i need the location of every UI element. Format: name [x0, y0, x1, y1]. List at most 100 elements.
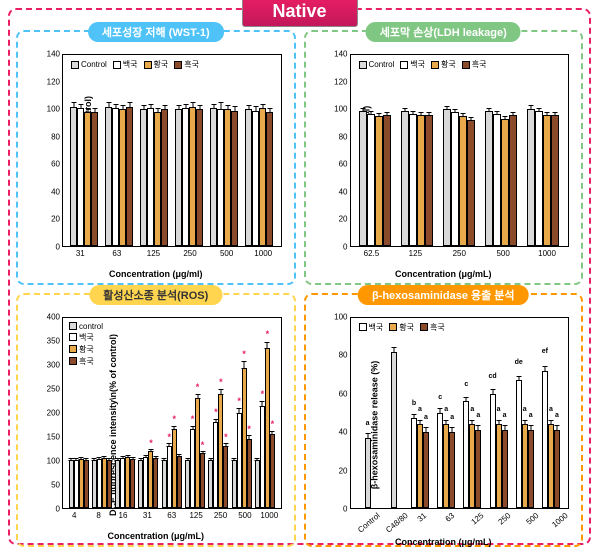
xlabel-wst1: Concentration (μg/ml): [109, 269, 203, 279]
chart-wst1: Cell proliferation (% of control) Concen…: [24, 48, 288, 277]
error-bar: [225, 443, 226, 447]
error-bar: [363, 108, 364, 112]
legend-label: Control: [81, 60, 107, 69]
error-bar: [455, 109, 456, 113]
xtick: 16: [119, 511, 128, 520]
ytick: 0: [330, 505, 348, 514]
xticks-ldh: 62.51252505001000: [350, 249, 570, 263]
error-bar: [109, 458, 110, 461]
error-bar: [234, 458, 235, 461]
legend-swatch: [69, 357, 77, 365]
bar-group: [396, 55, 438, 246]
sig-letter: a: [549, 406, 553, 413]
bar: [130, 459, 135, 508]
ytick: 200: [42, 408, 60, 417]
error-bar: [405, 108, 406, 112]
error-bar: [150, 104, 151, 109]
bar-group: deaa: [512, 318, 538, 509]
error-bar: [192, 102, 193, 107]
legend-item: 황국: [69, 344, 94, 355]
bars-wst1: [63, 55, 281, 246]
error-bar: [413, 414, 414, 420]
legend-swatch: [389, 323, 397, 331]
ytick: 50: [42, 480, 60, 489]
sig-star: *: [266, 329, 270, 339]
error-bar: [531, 105, 532, 110]
error-bar: [164, 458, 165, 461]
legend-label: 백국: [79, 332, 94, 343]
xtick: 250: [214, 511, 227, 520]
error-bar: [140, 458, 141, 461]
bar: [409, 114, 417, 246]
panel-grid: 세포성장 저해 (WST-1) Cell proliferation (% of…: [16, 30, 583, 547]
error-bar: [463, 113, 464, 117]
chart-ldh: LDH release (% of control) Concentration…: [312, 48, 576, 277]
legend-wst1: Control백국황국흑국: [69, 58, 275, 71]
legend-item: 황국: [144, 59, 169, 70]
error-bar: [478, 425, 479, 431]
ytick: 400: [42, 312, 60, 321]
xtick: 62.5: [364, 249, 380, 258]
sig-letter: a: [529, 412, 533, 419]
sig-star: *: [219, 377, 223, 387]
legend-swatch: [462, 61, 470, 69]
bar: a: [554, 430, 560, 508]
sig-letter: ef: [542, 348, 548, 355]
ytick: 0: [42, 242, 60, 251]
legend-label: 황국: [154, 59, 169, 70]
bar: [459, 116, 467, 245]
error-bar: [513, 112, 514, 116]
bars-hex: afbaacaacaacdaadeaaefaa: [351, 318, 569, 509]
error-bar: [185, 104, 186, 109]
error-bar: [94, 458, 95, 461]
xlabel-ros: Concentration (μg/mL): [108, 531, 205, 541]
legend-swatch: [113, 61, 121, 69]
xtick: 1000: [254, 249, 272, 258]
bar: [245, 109, 252, 245]
bar: [224, 109, 231, 245]
xtick: 125: [147, 249, 160, 258]
bar: [105, 107, 112, 246]
panel-title-hex: β-hexosaminidase 용출 분석: [358, 285, 529, 305]
legend-label: 흑국: [184, 59, 199, 70]
error-bar: [179, 454, 180, 457]
error-bar: [215, 419, 216, 424]
ytick: 250: [42, 384, 60, 393]
error-bar: [393, 347, 394, 353]
yticks-ros: 050100150200250300350400: [44, 317, 60, 510]
bar: [367, 114, 375, 246]
legend-swatch: [69, 333, 77, 341]
bar: a: [423, 432, 429, 508]
bar: [217, 109, 224, 245]
error-bar: [197, 394, 198, 400]
bar-group: [114, 318, 137, 509]
bar-group: [355, 55, 397, 246]
error-bar: [248, 105, 249, 110]
xtick: C48/80: [384, 511, 410, 534]
legend-ldh: Control백국황국흑국: [357, 58, 563, 71]
xtick: 63: [443, 511, 456, 524]
bar-group: [438, 55, 480, 246]
bar: a: [502, 430, 508, 508]
xtick: 250: [453, 249, 466, 258]
bar: [383, 115, 391, 246]
bar: [535, 111, 543, 246]
chart-inner-wst1: Control백국황국흑국: [62, 54, 282, 247]
error-bar: [213, 104, 214, 109]
legend-item: 흑국: [174, 59, 199, 70]
error-bar: [555, 112, 556, 116]
xtick: 31: [76, 249, 85, 258]
error-bar: [174, 426, 175, 431]
xtick: 250: [183, 249, 196, 258]
sig-letter: cd: [488, 373, 496, 380]
sig-star: *: [214, 407, 218, 417]
error-bar: [143, 105, 144, 110]
error-bar: [530, 425, 531, 431]
bar: f: [391, 352, 397, 508]
error-bar: [550, 420, 551, 426]
panel-title-wst1: 세포성장 저해 (WST-1): [88, 22, 224, 42]
bar-group: caa: [433, 318, 459, 509]
legend-swatch: [400, 61, 408, 69]
error-bar: [440, 408, 441, 414]
chart-inner-ldh: Control백국황국흑국: [350, 54, 570, 247]
